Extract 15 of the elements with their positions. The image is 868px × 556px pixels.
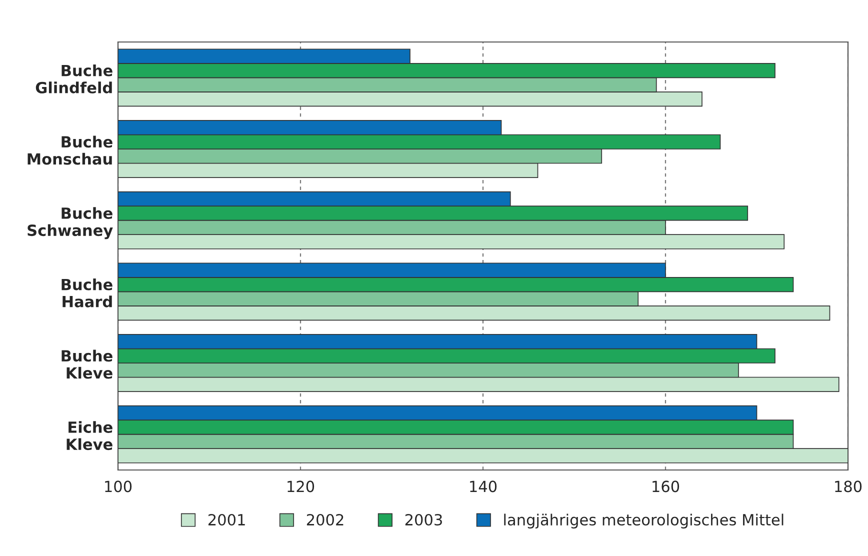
x-tick-label: 120 <box>288 480 314 492</box>
y-tick-label: Buche Haard <box>62 278 112 308</box>
legend-label: 2003 <box>405 514 442 526</box>
x-tick-label: 140 <box>470 480 497 492</box>
legend-label: langjähriges meteorologisches Mittel <box>504 514 784 528</box>
y-tick-label: Buche Kleve <box>62 350 112 379</box>
legend-label: 2001 <box>208 514 245 526</box>
x-tick-label: 180 <box>835 480 862 492</box>
y-tick-label: Eiche Kleve <box>66 421 112 450</box>
legend-label: 2002 <box>306 514 344 526</box>
y-tick-label: Buche Glindfeld <box>36 64 112 94</box>
y-tick-label: Buche Monschau <box>28 136 112 165</box>
y-tick-label: Buche Schwaney <box>28 207 113 240</box>
x-tick-label: 160 <box>652 480 680 492</box>
x-tick-label: 100 <box>105 480 132 492</box>
